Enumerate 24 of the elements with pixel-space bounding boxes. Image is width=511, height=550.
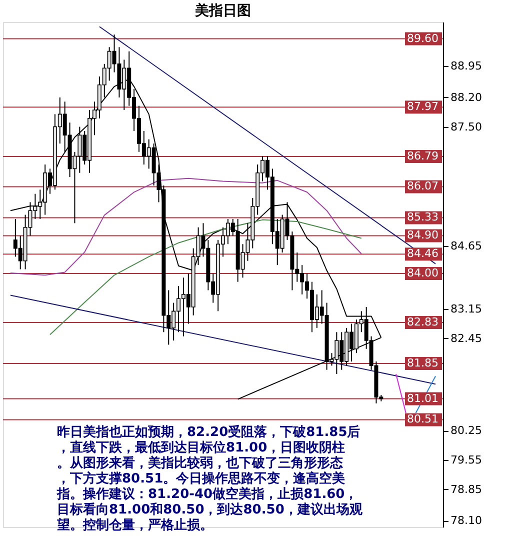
ref-line-label: 84.00	[407, 266, 438, 280]
ref-line-label: 82.83	[407, 315, 438, 328]
y-tick-label: 83.15	[450, 302, 482, 316]
y-tick-label: 80.25	[450, 424, 482, 438]
y-tick-label: 84.65	[450, 240, 482, 253]
y-tick-label: 78.85	[450, 482, 482, 496]
y-tick-label: 82.45	[450, 332, 482, 345]
ref-line-label: 85.33	[407, 210, 438, 224]
ref-line-label: 81.85	[407, 356, 438, 370]
y-tick-label: 78.10	[450, 514, 482, 528]
y-tick-label: 88.20	[450, 90, 482, 104]
chart-title: 美指日图	[194, 2, 251, 19]
y-tick-label: 88.95	[450, 60, 482, 73]
ref-line-label: 89.60	[407, 32, 438, 45]
ref-line-label: 81.01	[407, 392, 438, 405]
ref-line-label: 80.51	[407, 412, 438, 426]
ref-line-label: 84.46	[407, 247, 438, 260]
annotation: 昨日美指也正如预期，82.20受阻落，下破81.85后，直线下跌，最低到达目标位81.00，日图收阴柱。从图形来看，美指比较弱，也下破了三角形形态，下方支撑80.51。今日操作思路不变，逢高空美指。操作建议：81.20-40做空美指，止损81.60，目标看向81.00和80.50，到达80.50，建议出场观望。控制仓量，严格止损。	[56, 424, 364, 533]
y-tick-label: 79.55	[450, 453, 482, 466]
ref-line-label: 84.90	[407, 228, 438, 242]
ref-line-label: 86.79	[407, 150, 438, 163]
y-tick-label: 87.50	[450, 120, 482, 134]
ref-line-label: 86.07	[407, 180, 438, 193]
ref-line-label: 87.97	[407, 100, 438, 114]
